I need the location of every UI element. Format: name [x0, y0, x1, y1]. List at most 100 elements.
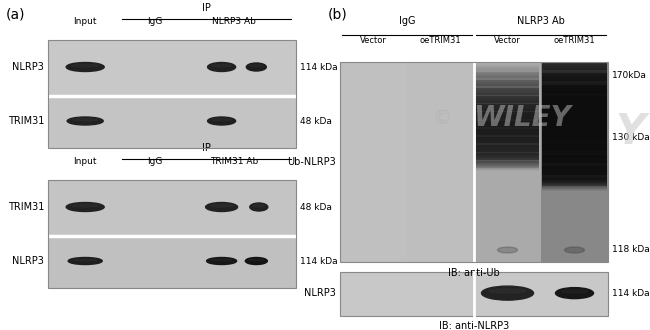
Bar	[542, 139, 607, 141]
Bar	[476, 70, 539, 72]
Bar	[542, 73, 607, 75]
Bar	[542, 141, 607, 143]
Bar	[476, 109, 539, 112]
Bar	[542, 99, 607, 102]
Bar	[542, 106, 607, 108]
Bar	[476, 124, 539, 127]
Bar	[48, 96, 296, 148]
Text: 118 kDa: 118 kDa	[612, 246, 650, 254]
Bar	[476, 96, 539, 99]
Bar	[476, 156, 539, 159]
Bar	[476, 82, 539, 85]
Bar	[542, 172, 607, 175]
Text: NLRP3: NLRP3	[304, 288, 336, 298]
Bar	[542, 116, 607, 118]
Bar	[476, 104, 539, 106]
Bar	[476, 120, 539, 123]
Bar	[48, 40, 296, 148]
Bar	[542, 147, 607, 149]
Bar	[542, 180, 607, 182]
Bar	[542, 72, 607, 74]
Bar	[476, 106, 539, 109]
Bar	[476, 167, 539, 169]
Bar	[542, 70, 607, 72]
Bar	[542, 181, 607, 184]
Bar	[476, 96, 539, 98]
Text: NLRP3: NLRP3	[12, 62, 44, 72]
Bar	[476, 163, 539, 166]
Text: Vector: Vector	[494, 36, 521, 45]
Bar	[48, 40, 296, 96]
Bar	[542, 96, 607, 99]
Bar	[542, 67, 607, 70]
Bar	[476, 105, 539, 108]
Ellipse shape	[72, 204, 99, 207]
Bar	[476, 75, 539, 78]
Bar	[542, 131, 607, 133]
Bar	[542, 188, 607, 191]
Bar	[542, 71, 607, 73]
Bar	[476, 138, 539, 141]
Text: (a): (a)	[6, 7, 25, 21]
Bar	[476, 73, 539, 76]
Bar	[476, 119, 539, 122]
Bar	[476, 154, 539, 157]
Bar	[542, 176, 607, 178]
Bar	[542, 80, 607, 82]
Ellipse shape	[207, 62, 235, 72]
Ellipse shape	[67, 117, 103, 125]
Bar	[476, 83, 539, 85]
Text: IgG: IgG	[398, 16, 415, 26]
Ellipse shape	[72, 64, 99, 67]
Ellipse shape	[73, 118, 98, 121]
Bar	[476, 165, 539, 168]
Bar	[476, 67, 539, 70]
Bar	[542, 153, 607, 155]
Bar	[542, 178, 607, 180]
Bar	[476, 115, 539, 118]
Bar	[542, 188, 607, 190]
Bar	[542, 155, 607, 158]
Bar	[476, 145, 539, 147]
Ellipse shape	[497, 247, 517, 253]
Ellipse shape	[252, 205, 265, 207]
Bar	[476, 112, 539, 114]
Ellipse shape	[68, 257, 102, 265]
Bar	[542, 151, 607, 153]
Bar	[542, 93, 607, 95]
Bar	[476, 76, 539, 79]
Bar	[542, 77, 607, 80]
Ellipse shape	[564, 247, 584, 253]
Bar	[476, 137, 539, 139]
Ellipse shape	[250, 65, 263, 67]
Ellipse shape	[211, 204, 233, 207]
Bar	[542, 185, 607, 187]
Ellipse shape	[246, 63, 266, 71]
Text: NLRP3 Ab: NLRP3 Ab	[212, 17, 256, 26]
Bar	[48, 180, 296, 288]
Bar	[542, 170, 607, 173]
Bar	[476, 146, 539, 149]
Text: oeTRIM31: oeTRIM31	[420, 36, 462, 45]
Bar	[476, 68, 539, 70]
Bar	[542, 118, 607, 121]
Bar	[476, 150, 539, 152]
Bar	[476, 169, 539, 171]
Bar	[476, 130, 539, 133]
Bar	[476, 72, 539, 75]
Text: WILEY: WILEY	[473, 104, 571, 132]
Bar	[476, 134, 539, 136]
Bar	[542, 94, 607, 96]
Bar	[542, 113, 607, 116]
Bar	[48, 180, 296, 236]
Bar	[542, 66, 607, 69]
Text: 48 kDa: 48 kDa	[300, 116, 332, 125]
Bar	[542, 87, 607, 90]
Bar	[542, 124, 607, 127]
Bar	[476, 78, 539, 80]
Bar	[542, 145, 607, 147]
Bar	[542, 98, 607, 101]
Text: NLRP3: NLRP3	[12, 256, 44, 266]
Bar	[542, 76, 607, 79]
Bar	[476, 81, 539, 84]
